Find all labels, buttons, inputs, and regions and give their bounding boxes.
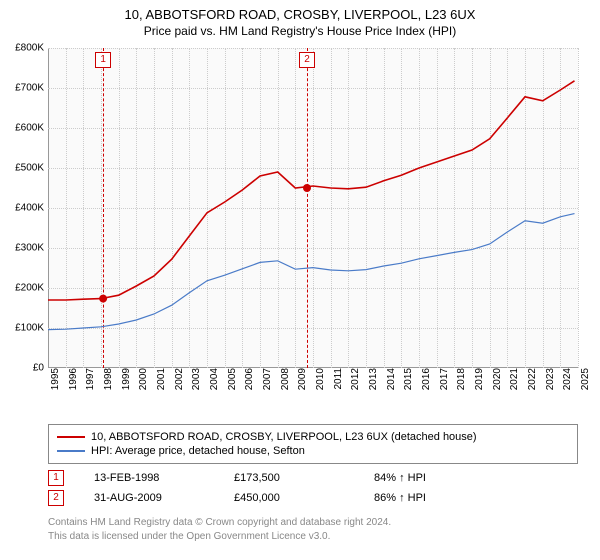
series-line <box>48 214 575 330</box>
event-pct: 86% ↑ HPI <box>374 492 484 504</box>
x-axis-label: 2011 <box>331 368 344 390</box>
legend-box: 10, ABBOTSFORD ROAD, CROSBY, LIVERPOOL, … <box>48 424 578 464</box>
event-date: 31-AUG-2009 <box>94 492 204 504</box>
chart-plot-area: 12 £0£100K£200K£300K£400K£500K£600K£700K… <box>48 48 578 368</box>
series-svg <box>48 48 578 368</box>
x-axis-label: 2021 <box>507 368 520 390</box>
y-axis-label: £600K <box>15 123 48 134</box>
x-axis-label: 2023 <box>543 368 556 390</box>
events-table: 1 13-FEB-1998 £173,500 84% ↑ HPI 2 31-AU… <box>48 466 578 510</box>
series-line <box>48 81 575 300</box>
x-axis-label: 1999 <box>119 368 132 390</box>
x-axis-label: 2003 <box>189 368 202 390</box>
gridline <box>578 48 579 368</box>
x-axis-label: 2018 <box>454 368 467 390</box>
event-dot <box>303 184 311 192</box>
legend-swatch <box>57 436 85 438</box>
legend-item: 10, ABBOTSFORD ROAD, CROSBY, LIVERPOOL, … <box>57 431 569 443</box>
x-axis-label: 2012 <box>348 368 361 390</box>
attribution-line: Contains HM Land Registry data © Crown c… <box>48 516 578 530</box>
x-axis-label: 2010 <box>313 368 326 390</box>
event-marker: 2 <box>48 490 64 506</box>
y-axis-label: £100K <box>15 323 48 334</box>
attribution: Contains HM Land Registry data © Crown c… <box>48 516 578 544</box>
chart-container: 10, ABBOTSFORD ROAD, CROSBY, LIVERPOOL, … <box>0 0 600 560</box>
event-date: 13-FEB-1998 <box>94 472 204 484</box>
x-axis-label: 2017 <box>437 368 450 390</box>
event-marker: 1 <box>48 470 64 486</box>
x-axis-label: 2015 <box>401 368 414 390</box>
x-axis-label: 2019 <box>472 368 485 390</box>
x-axis-label: 1995 <box>48 368 61 390</box>
x-axis-label: 2000 <box>136 368 149 390</box>
x-axis-label: 2008 <box>278 368 291 390</box>
x-axis-label: 1997 <box>83 368 96 390</box>
legend-label: HPI: Average price, detached house, Seft… <box>91 445 305 457</box>
chart-subtitle: Price paid vs. HM Land Registry's House … <box>0 24 600 38</box>
x-axis-label: 2022 <box>525 368 538 390</box>
chart-title: 10, ABBOTSFORD ROAD, CROSBY, LIVERPOOL, … <box>0 0 600 24</box>
y-axis-label: £0 <box>33 363 48 374</box>
y-axis-label: £500K <box>15 163 48 174</box>
x-axis-label: 2014 <box>384 368 397 390</box>
x-axis-label: 2025 <box>578 368 591 390</box>
legend-label: 10, ABBOTSFORD ROAD, CROSBY, LIVERPOOL, … <box>91 431 477 443</box>
x-axis-label: 2004 <box>207 368 220 390</box>
legend-swatch <box>57 450 85 452</box>
attribution-line: This data is licensed under the Open Gov… <box>48 530 578 544</box>
x-axis-label: 1998 <box>101 368 114 390</box>
x-axis-label: 2007 <box>260 368 273 390</box>
event-pct: 84% ↑ HPI <box>374 472 484 484</box>
y-axis-label: £800K <box>15 43 48 54</box>
y-axis-label: £700K <box>15 83 48 94</box>
event-dot <box>99 295 107 303</box>
event-price: £173,500 <box>234 472 344 484</box>
event-price: £450,000 <box>234 492 344 504</box>
event-row: 2 31-AUG-2009 £450,000 86% ↑ HPI <box>48 490 578 506</box>
x-axis-label: 2006 <box>242 368 255 390</box>
y-axis-label: £200K <box>15 283 48 294</box>
x-axis-label: 2009 <box>295 368 308 390</box>
event-row: 1 13-FEB-1998 £173,500 84% ↑ HPI <box>48 470 578 486</box>
legend-item: HPI: Average price, detached house, Seft… <box>57 445 569 457</box>
x-axis-label: 2002 <box>172 368 185 390</box>
x-axis-label: 2024 <box>560 368 573 390</box>
y-axis-label: £400K <box>15 203 48 214</box>
x-axis-label: 2013 <box>366 368 379 390</box>
x-axis-label: 2020 <box>490 368 503 390</box>
x-axis-label: 2001 <box>154 368 167 390</box>
y-axis-label: £300K <box>15 243 48 254</box>
x-axis-label: 2005 <box>225 368 238 390</box>
x-axis-label: 1996 <box>66 368 79 390</box>
x-axis-label: 2016 <box>419 368 432 390</box>
